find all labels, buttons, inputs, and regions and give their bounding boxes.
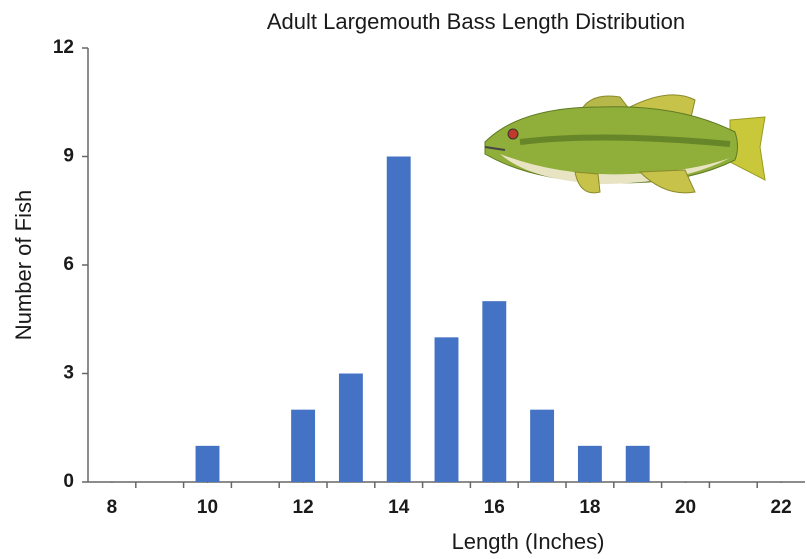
bar <box>386 156 411 482</box>
y-tick-label: 9 <box>63 146 74 167</box>
chart-title: Adult Largemouth Bass Length Distributio… <box>267 9 685 34</box>
x-axis-label: Length (Inches) <box>452 529 605 554</box>
x-tick-label: 20 <box>675 497 696 518</box>
bar <box>338 373 363 482</box>
bar <box>434 337 459 482</box>
y-tick-label: 6 <box>63 254 74 275</box>
x-tick-label: 22 <box>771 497 792 518</box>
bar <box>577 445 602 482</box>
x-tick-label: 16 <box>484 497 505 518</box>
fish-illustration <box>484 94 766 194</box>
bar <box>482 301 507 482</box>
y-axis-label: Number of Fish <box>11 190 36 340</box>
x-tick-label: 10 <box>197 497 218 518</box>
x-tick-label: 12 <box>293 497 314 518</box>
x-tick-label: 18 <box>579 497 600 518</box>
y-tick-label: 12 <box>53 37 74 58</box>
y-tick-label: 3 <box>63 363 74 384</box>
bar <box>291 409 316 482</box>
y-tick-label: 0 <box>63 471 74 492</box>
bar <box>195 445 220 482</box>
bar <box>530 409 555 482</box>
x-tick-label: 14 <box>388 497 410 518</box>
bar <box>625 445 650 482</box>
x-tick-label: 8 <box>107 497 118 518</box>
